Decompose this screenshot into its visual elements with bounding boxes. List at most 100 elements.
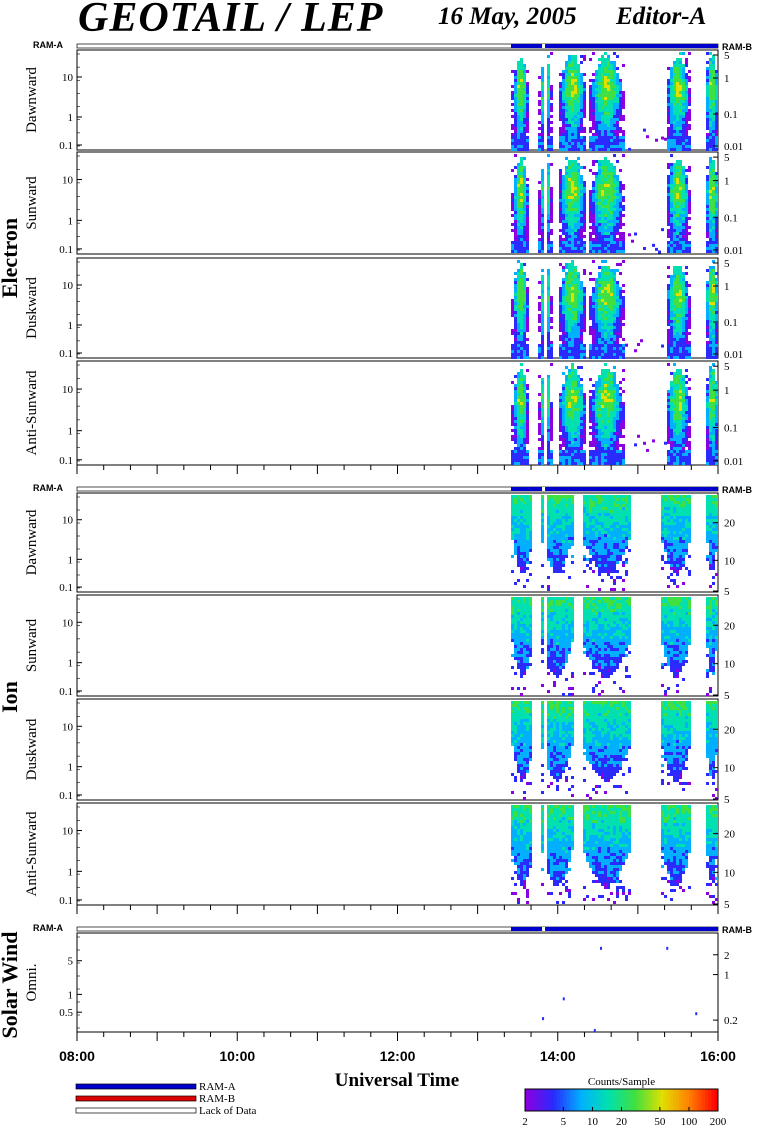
spectrogram-cell: [706, 76, 710, 79]
spectrogram-cell: [682, 124, 686, 127]
spectrogram-cell: [580, 350, 584, 353]
spectrogram-cell: [676, 338, 680, 341]
spectrogram-cell: [562, 145, 566, 148]
spectrogram-cell: [616, 411, 620, 414]
spectrogram-cell: [619, 305, 623, 308]
spectrogram-cell: [685, 341, 689, 344]
spectrogram-cell: [565, 97, 569, 100]
spectrogram-cell: [538, 199, 542, 202]
spectrogram-cell: [616, 223, 620, 226]
spectrogram-cell: [589, 103, 593, 106]
spectrogram-cell: [526, 199, 530, 202]
spectrogram-cell: [673, 363, 677, 366]
spectrogram-cell: [712, 272, 716, 275]
spectrogram-cell: [565, 384, 569, 387]
spectrogram-cell: [667, 148, 671, 151]
spectrogram-cell: [712, 109, 716, 112]
spectrogram-cell: [676, 178, 680, 181]
spectrogram-cell: [676, 278, 680, 281]
spectrogram-cell: [682, 459, 686, 462]
spectrogram-cell: [679, 202, 683, 205]
spectrogram-cell: [610, 378, 614, 381]
spectrogram-cell: [595, 124, 599, 127]
spectrogram-cell: [673, 462, 677, 465]
spectrogram-cell: [715, 402, 719, 405]
spectrogram-cell: [604, 67, 608, 70]
spectrogram-cell: [559, 408, 563, 411]
spectrogram-cell: [622, 64, 626, 67]
spectrogram-cell: [709, 275, 713, 278]
spectrogram-cell: [706, 181, 710, 184]
spectrogram-cell: [610, 229, 614, 232]
spectrogram-cell: [526, 70, 530, 73]
spectrogram-cell: [580, 290, 584, 293]
spectrogram-cell: [589, 94, 593, 97]
spectrogram-cell: [598, 109, 602, 112]
spectrogram-cell: [682, 293, 686, 296]
spectrogram-cell: [583, 408, 587, 411]
spectrogram-cell: [676, 350, 680, 353]
spectrogram-cell: [514, 320, 518, 323]
spectrogram-cell: [604, 429, 608, 432]
spectrogram-cell: [514, 136, 518, 139]
spectrogram-cell: [607, 106, 611, 109]
spectrogram-cell: [607, 435, 611, 438]
spectrogram-cell: [574, 450, 578, 453]
spectrogram-cell: [715, 82, 719, 85]
spectrogram-cell: [565, 91, 569, 94]
spectrogram-cell: [523, 552, 527, 555]
spectrogram-cell: [592, 199, 596, 202]
spectrogram-cell: [604, 136, 608, 139]
spectrogram-cell: [619, 244, 623, 247]
spectrogram-cell: [709, 287, 713, 290]
spectrogram-cell: [607, 453, 611, 456]
spectrogram-cell: [679, 293, 683, 296]
spectrogram-cell: [565, 272, 569, 275]
spectrogram-cell: [577, 429, 581, 432]
spectrogram-cell: [619, 296, 623, 299]
spectrogram-cell: [613, 429, 617, 432]
spectrogram-cell: [622, 338, 626, 341]
spectrogram-cell: [670, 220, 674, 223]
spectrogram-cell: [571, 91, 575, 94]
spectrogram-cell: [514, 417, 518, 420]
spectrogram-cell: [607, 347, 611, 350]
spectrogram-cell: [619, 387, 623, 390]
spectrogram-cell: [547, 199, 551, 202]
spectrogram-cell: [634, 232, 638, 236]
spectrogram-cell: [568, 64, 572, 67]
spectrogram-cell: [679, 208, 683, 211]
spectrogram-cell: [517, 142, 521, 145]
spectrogram-cell: [574, 175, 578, 178]
spectrogram-cell: [514, 76, 518, 79]
spectrogram-cell: [538, 136, 542, 139]
spectrogram-cell: [523, 329, 527, 332]
spectrogram-cell: [679, 456, 683, 459]
spectrogram-cell: [616, 250, 620, 253]
spectrogram-cell: [592, 293, 596, 296]
spectrogram-cell: [607, 296, 611, 299]
spectrogram-cell: [619, 106, 623, 109]
spectrogram-cell: [568, 462, 572, 465]
spectrogram-cell: [517, 420, 521, 423]
spectrogram-cell: [712, 317, 716, 320]
spectrogram-cell: [580, 223, 584, 226]
spectrogram-cell: [709, 139, 713, 142]
spectrogram-cell: [613, 317, 617, 320]
spectrogram-cell: [574, 205, 578, 208]
spectrogram-cell: [676, 275, 680, 278]
spectrogram-cell: [568, 196, 572, 199]
spectrogram-cell: [514, 112, 518, 115]
spectrogram-cell: [559, 193, 563, 196]
spectrogram-cell: [511, 453, 515, 456]
spectrogram-cell: [619, 450, 623, 453]
spectrogram-cell: [682, 329, 686, 332]
spectrogram-cell: [592, 181, 596, 184]
spectrogram-cell: [685, 193, 689, 196]
spectrogram-cell: [598, 459, 602, 462]
spectrogram-cell: [574, 390, 578, 393]
spectrogram-cell: [559, 323, 563, 326]
spectrogram-cell: [526, 290, 530, 293]
spectrogram-cell: [562, 323, 566, 326]
spectrogram-cell: [574, 235, 578, 238]
